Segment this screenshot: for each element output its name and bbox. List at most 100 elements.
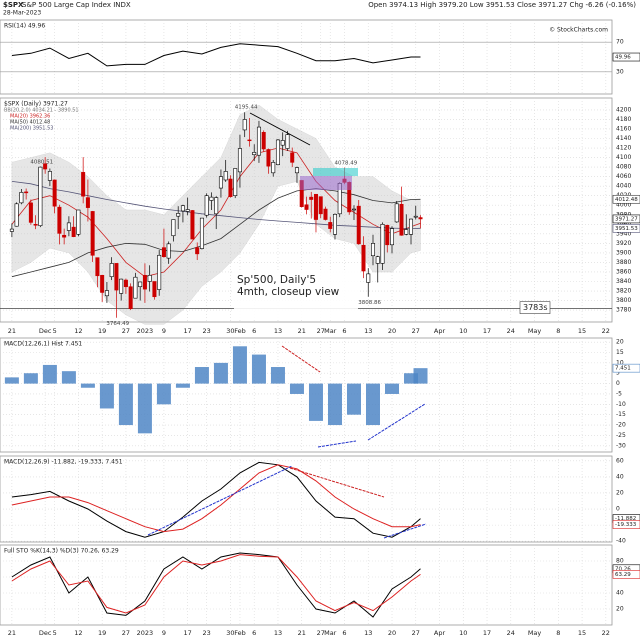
x-tick-label: 10 <box>459 327 467 335</box>
y-tick-label: 3800 <box>616 297 631 304</box>
x-tick-label: May <box>528 327 542 335</box>
x-tick-label: 15 <box>578 629 586 637</box>
x-tick-label: 17 <box>184 327 192 335</box>
y-tick-label: 70 <box>616 39 624 46</box>
candle-body <box>394 203 399 223</box>
value-tag-label: 70.26 <box>615 566 631 572</box>
series-line <box>11 43 421 67</box>
panel-frame <box>0 337 613 453</box>
candle-body <box>209 196 214 201</box>
value-tag-label: 4012.48 <box>615 197 638 203</box>
y-tick-label: 3840 <box>616 278 631 285</box>
histogram-bar <box>156 383 171 405</box>
candle-body <box>233 168 238 197</box>
candle-body <box>318 196 323 215</box>
value-tag <box>612 194 640 204</box>
y-tick-label: 4180 <box>616 116 631 123</box>
instrument-name: S&P 500 Large Cap Index INDX <box>22 1 131 9</box>
x-tick-label: Apr <box>434 327 446 335</box>
candle-body <box>351 208 356 211</box>
highlight-box <box>300 176 352 190</box>
x-tick-label: 27 <box>317 629 325 637</box>
price-label: 3764.49 <box>106 321 129 327</box>
annotation: Sp'500, Daily'5 <box>237 274 316 286</box>
histogram-bar <box>327 383 342 426</box>
trend-line <box>281 345 321 373</box>
candle-body <box>375 256 380 264</box>
histogram-bar <box>80 383 95 388</box>
panel-frame <box>0 97 613 323</box>
candle-body <box>14 203 19 227</box>
y-tick-label: 10 <box>616 359 624 366</box>
moving-average <box>11 188 421 278</box>
y-tick-label: 4080 <box>616 164 631 171</box>
x-tick-label: 12 <box>74 629 82 637</box>
y-tick-label: -40 <box>616 538 626 545</box>
y-tick-label: 4100 <box>616 154 631 161</box>
x-tick-label: 22 <box>602 629 610 637</box>
candle-body <box>71 226 76 237</box>
price-label: 4195.44 <box>235 105 258 111</box>
support-label: 3783s <box>523 303 548 312</box>
candle-body <box>76 209 81 235</box>
y-tick-label: -15 <box>616 411 626 418</box>
date: 28-Mar-2023 <box>3 10 41 17</box>
legend: Full STO %K(14,3) %D(3) 70.26, 63.29 <box>4 548 119 555</box>
candle-body <box>313 193 318 220</box>
x-tick-label: Mar <box>324 629 337 637</box>
histogram-bar <box>61 371 76 384</box>
x-tick-label: 13 <box>364 327 372 335</box>
trend-line <box>383 523 427 539</box>
candle-body <box>43 163 48 170</box>
x-tick-label: 6 <box>342 629 346 637</box>
value-tag-label: 7.451 <box>615 366 631 372</box>
candle-body <box>399 203 404 236</box>
value-tag <box>612 224 640 233</box>
x-tick-label: 21 <box>298 327 306 335</box>
x-tick-label: 2023 <box>137 327 154 335</box>
y-tick-label: 20 <box>616 606 624 613</box>
histogram-bar <box>4 377 19 384</box>
y-tick-label: 4120 <box>616 145 631 152</box>
value-tag-label: -11.882 <box>615 516 636 522</box>
x-tick-label: 21 <box>298 629 306 637</box>
candle-body <box>223 171 228 181</box>
value-tag-label: -19.333 <box>615 522 637 528</box>
candle-body <box>166 243 171 259</box>
x-tick-label: 2023 <box>137 629 154 637</box>
trend-line <box>289 467 385 498</box>
x-tick-label: 27 <box>412 327 420 335</box>
x-tick-label: 21 <box>8 629 16 637</box>
x-tick-label: 9 <box>162 327 166 335</box>
candle-body <box>385 224 390 246</box>
x-tick-label: 24 <box>507 629 515 637</box>
candle-body <box>190 210 195 240</box>
trend-line <box>367 403 426 441</box>
y-tick-label: -10 <box>616 401 626 408</box>
x-tick-label: 10 <box>459 629 467 637</box>
y-tick-label: 40 <box>616 590 624 597</box>
histogram-bar <box>23 373 38 384</box>
y-tick-label: 3940 <box>616 230 631 237</box>
support-box <box>519 301 551 314</box>
x-tick-label: Mar <box>324 327 337 335</box>
x-tick-label: 20 <box>388 327 396 335</box>
candle-body <box>275 139 280 166</box>
x-tick-label: 27 <box>122 327 130 335</box>
histogram-bar <box>232 346 247 384</box>
x-tick-label: 23 <box>203 629 211 637</box>
candle-body <box>195 247 200 255</box>
candle-body <box>356 205 361 245</box>
x-tick-label: 9 <box>162 629 166 637</box>
candle-body <box>47 171 52 181</box>
candle-body <box>271 162 276 174</box>
candle-body <box>62 234 67 238</box>
x-tick-label: Feb <box>234 327 246 335</box>
y-tick-label: 30 <box>616 68 624 75</box>
x-tick-label: 13 <box>364 629 372 637</box>
candle-body <box>214 197 219 215</box>
y-tick-label: 3780 <box>616 307 631 314</box>
candle-body <box>247 139 252 142</box>
annotation: 4mth, closeup view <box>237 286 340 298</box>
histogram-bar <box>175 383 190 388</box>
